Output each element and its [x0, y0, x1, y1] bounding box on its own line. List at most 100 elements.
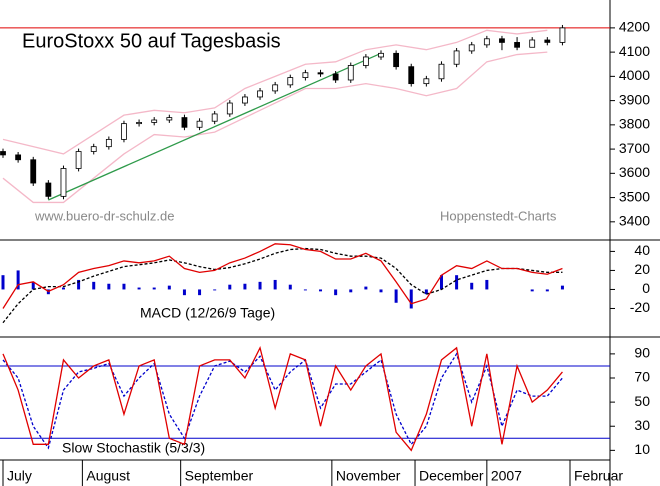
candle-body	[453, 50, 460, 65]
annotation: Hoppenstedt-Charts	[440, 208, 557, 223]
candle-body	[287, 77, 294, 86]
x-tick-label: Februar	[574, 468, 623, 484]
histogram-bar	[379, 289, 383, 293]
candle-body	[60, 168, 67, 197]
histogram-bar	[198, 289, 202, 296]
histogram-bar	[485, 279, 489, 290]
y-tick-label: 4000	[619, 67, 650, 83]
histogram-bar	[243, 283, 247, 290]
y-tick-label: 3700	[619, 140, 650, 156]
histogram-bar	[560, 285, 564, 290]
histogram-bar	[364, 286, 368, 290]
candle-body	[529, 39, 536, 48]
histogram-bar	[394, 289, 398, 303]
histogram-bar	[31, 281, 35, 290]
histogram-bar	[61, 287, 65, 290]
candle-body	[347, 65, 354, 81]
candle-body	[257, 90, 263, 98]
candle-body	[483, 38, 490, 46]
histogram-bar	[288, 284, 292, 290]
y-tick-label: 0	[642, 280, 650, 296]
histogram-bar	[16, 270, 20, 290]
bollinger-band	[2, 29, 548, 155]
y-tick-label: 30	[634, 417, 650, 433]
y-tick-label: -20	[630, 299, 650, 315]
histogram-bar	[319, 289, 323, 292]
stochastic-k	[2, 345, 563, 452]
histogram-bar	[77, 279, 81, 290]
x-tick-label: November	[336, 468, 401, 484]
candle-body	[423, 78, 430, 85]
histogram-bar	[1, 275, 5, 290]
candle-body	[226, 102, 233, 115]
y-tick-label: 4200	[619, 19, 650, 35]
y-tick-label: 10	[634, 441, 650, 457]
y-tick-label: 70	[634, 369, 650, 385]
histogram-bar	[258, 281, 262, 290]
x-tick-label: August	[86, 468, 130, 484]
candle-body	[30, 159, 37, 184]
candle-body	[438, 63, 445, 80]
panel-label: Slow Stochastik (5/3/3)	[62, 440, 205, 456]
candle-body	[408, 66, 415, 85]
candle-body	[166, 117, 173, 121]
candle-body	[181, 117, 188, 128]
histogram-bar	[122, 283, 126, 290]
candle-body	[136, 122, 142, 125]
candle-body	[393, 52, 400, 68]
x-tick-label: 2007	[491, 468, 522, 484]
candle-body	[499, 38, 505, 43]
x-tick-label: September	[185, 468, 254, 484]
bollinger-band	[2, 51, 548, 204]
trendline	[48, 52, 382, 201]
candle-body	[468, 44, 475, 52]
y-tick-label: 3900	[619, 91, 650, 107]
candle-body	[121, 123, 127, 140]
histogram-bar	[530, 289, 534, 292]
x-tick-label: December	[419, 468, 484, 484]
candle-body	[544, 39, 551, 43]
histogram-bar	[409, 289, 413, 309]
candle-body	[302, 72, 309, 78]
histogram-bar	[334, 289, 338, 296]
histogram-bar	[228, 284, 232, 290]
y-tick-label: 4100	[619, 43, 650, 59]
signal-line	[2, 247, 563, 324]
x-tick-label: July	[7, 468, 32, 484]
y-tick-label: 3500	[619, 188, 650, 204]
y-tick-label: 3600	[619, 164, 650, 180]
histogram-bar	[545, 289, 549, 292]
histogram-bar	[137, 287, 141, 290]
histogram-bar	[303, 289, 307, 291]
candle-body	[90, 146, 97, 152]
histogram-bar	[470, 282, 474, 290]
histogram-bar	[92, 281, 96, 290]
histogram-bar	[167, 285, 171, 290]
candle-body	[332, 73, 339, 81]
histogram-bar	[182, 289, 186, 296]
panel-label: MACD (12/26/9 Tage)	[140, 305, 275, 321]
annotation: www.buero-dr-schulz.de	[34, 208, 174, 223]
candle-body	[75, 151, 82, 169]
histogram-bar	[424, 289, 428, 295]
candle-body	[45, 182, 52, 197]
y-tick-label: 20	[634, 261, 650, 277]
candle-body	[211, 113, 218, 122]
candle-body	[378, 52, 384, 58]
y-tick-label: 50	[634, 393, 650, 409]
y-tick-label: 3800	[619, 116, 650, 132]
candle-body	[151, 119, 158, 123]
candle-body	[514, 42, 520, 48]
candle-body	[0, 151, 6, 156]
candle-body	[317, 72, 324, 75]
candle-body	[362, 56, 369, 66]
histogram-bar	[152, 287, 156, 290]
histogram-bar	[439, 275, 443, 290]
candle-body	[15, 154, 22, 161]
histogram-bar	[213, 289, 217, 291]
candle-body	[105, 138, 112, 148]
candle-body	[272, 84, 279, 92]
histogram-bar	[455, 275, 459, 290]
